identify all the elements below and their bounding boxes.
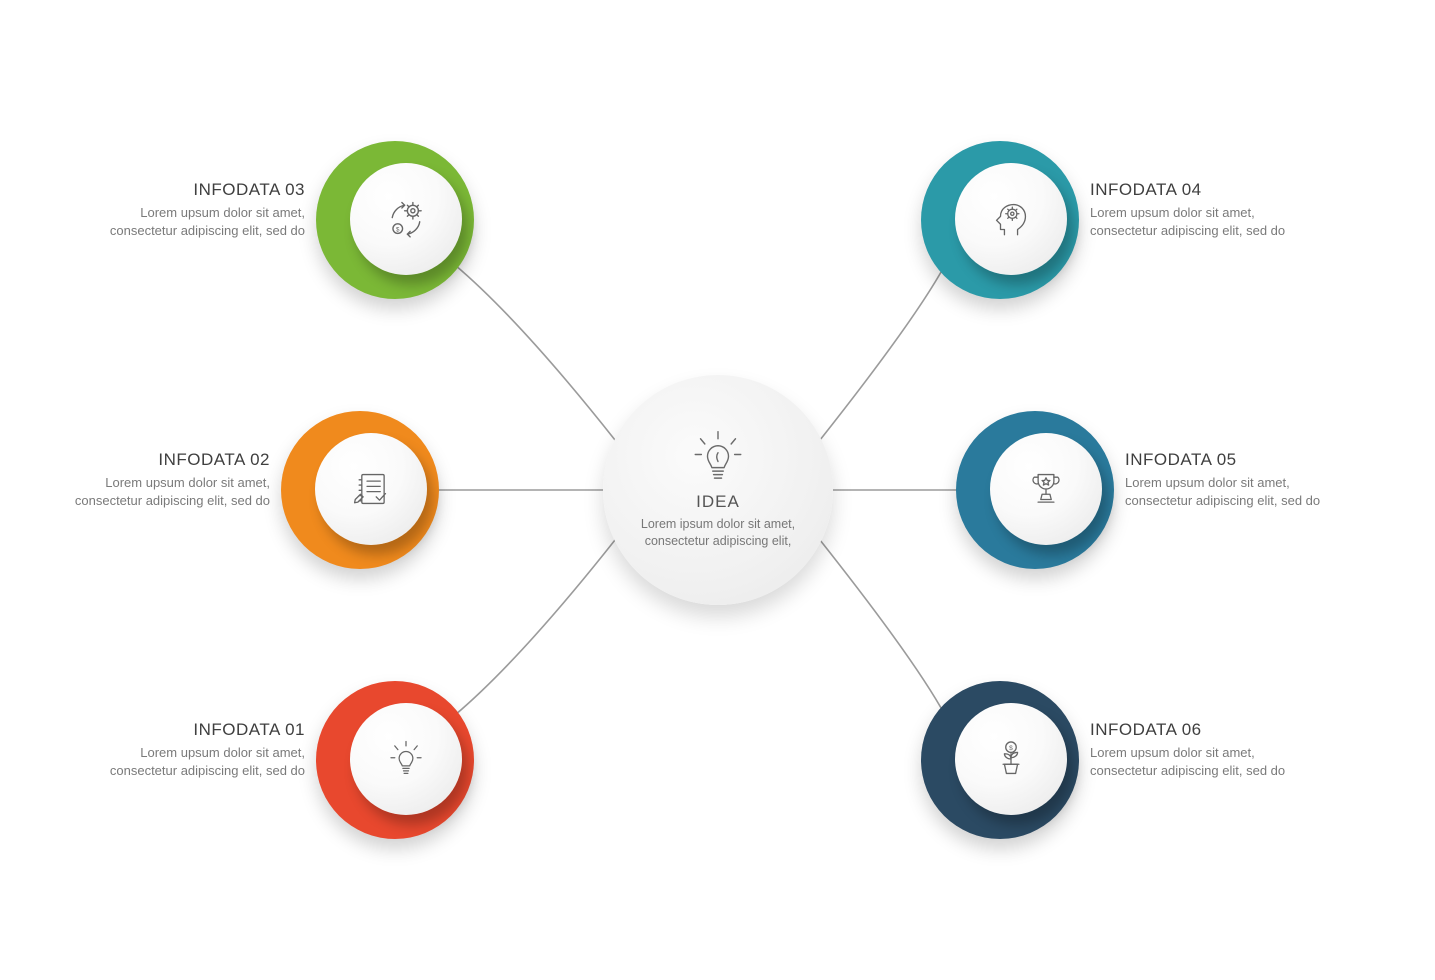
node-ball: $ <box>350 163 462 275</box>
node-n6: $ <box>921 681 1079 839</box>
node-label-n4: INFODATA 04 Lorem upsum dolor sit amet, c… <box>1090 180 1300 240</box>
infographic-stage: IDEA Lorem ipsum dolor sit amet, consect… <box>0 0 1435 980</box>
node-body: Lorem upsum dolor sit amet, consectetur … <box>1090 744 1300 780</box>
node-n5 <box>956 411 1114 569</box>
node-title: INFODATA 03 <box>95 180 305 200</box>
node-label-n2: INFODATA 02 Lorem upsum dolor sit amet, c… <box>60 450 270 510</box>
svg-text:$: $ <box>396 226 400 233</box>
head-gear-icon <box>990 198 1032 240</box>
node-ball: $ <box>955 703 1067 815</box>
node-ball <box>350 703 462 815</box>
gear-cycle-icon: $ <box>384 197 428 241</box>
lightbulb-small-icon <box>386 739 426 779</box>
node-label-n1: INFODATA 01 Lorem upsum dolor sit amet, c… <box>95 720 305 780</box>
svg-text:$: $ <box>1009 745 1013 752</box>
node-body: Lorem upsum dolor sit amet, consectetur … <box>60 474 270 510</box>
node-body: Lorem upsum dolor sit amet, consectetur … <box>95 744 305 780</box>
node-label-n3: INFODATA 03 Lorem upsum dolor sit amet, c… <box>95 180 305 240</box>
node-n4 <box>921 141 1079 299</box>
node-title: INFODATA 02 <box>60 450 270 470</box>
node-label-n5: INFODATA 05 Lorem upsum dolor sit amet, c… <box>1125 450 1335 510</box>
node-title: INFODATA 06 <box>1090 720 1300 740</box>
node-title: INFODATA 04 <box>1090 180 1300 200</box>
trophy-icon <box>1025 468 1067 510</box>
node-title: INFODATA 01 <box>95 720 305 740</box>
node-ball <box>990 433 1102 545</box>
hub-circle: IDEA Lorem ipsum dolor sit amet, consect… <box>603 375 833 605</box>
node-body: Lorem upsum dolor sit amet, consectetur … <box>95 204 305 240</box>
node-body: Lorem upsum dolor sit amet, consectetur … <box>1125 474 1335 510</box>
node-n2 <box>281 411 439 569</box>
node-ball <box>315 433 427 545</box>
notepad-icon <box>350 468 392 510</box>
node-label-n6: INFODATA 06 Lorem upsum dolor sit amet, c… <box>1090 720 1300 780</box>
hub-body: Lorem ipsum dolor sit amet, consectetur … <box>633 516 803 550</box>
node-body: Lorem upsum dolor sit amet, consectetur … <box>1090 204 1300 240</box>
node-n1 <box>316 681 474 839</box>
node-ball <box>955 163 1067 275</box>
money-plant-icon: $ <box>990 738 1032 780</box>
lightbulb-icon <box>690 430 746 486</box>
node-title: INFODATA 05 <box>1125 450 1335 470</box>
hub-title: IDEA <box>696 492 740 512</box>
node-n3: $ <box>316 141 474 299</box>
